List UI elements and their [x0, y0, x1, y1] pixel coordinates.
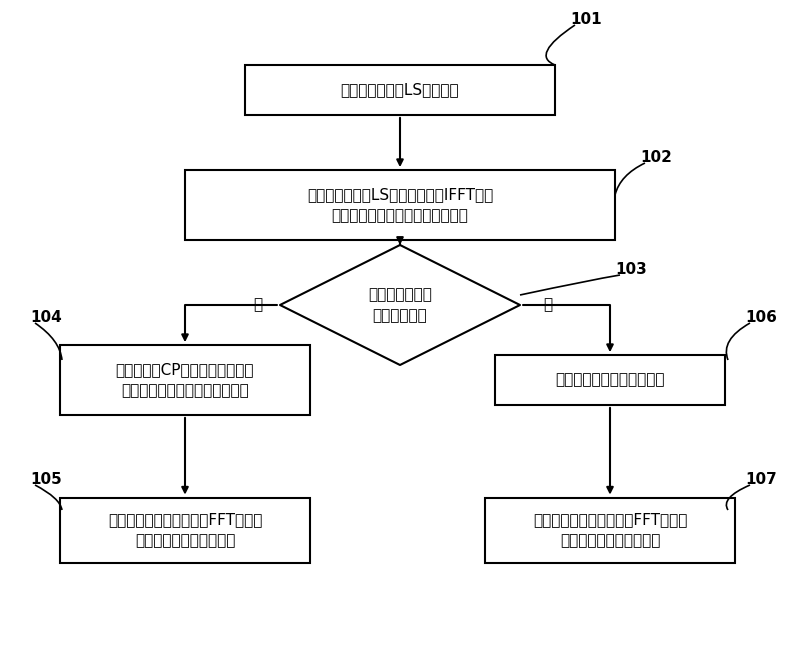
- Bar: [245, 65, 555, 115]
- Bar: [60, 497, 310, 563]
- Text: 把处理后的时域信号进行FFT变换，
得到变换域的信道估计值: 把处理后的时域信号进行FFT变换， 得到变换域的信道估计值: [533, 512, 687, 548]
- Bar: [185, 170, 615, 240]
- Text: 104: 104: [30, 310, 62, 325]
- Text: 107: 107: [745, 472, 777, 487]
- Text: 时域补零至子载波点数长度: 时域补零至子载波点数长度: [555, 372, 665, 388]
- Text: 105: 105: [30, 472, 62, 487]
- Polygon shape: [280, 245, 520, 365]
- Text: 时域上按照CP的长度进行截断迫
零，然后补零至子载波点数长度: 时域上按照CP的长度进行截断迫 零，然后补零至子载波点数长度: [116, 362, 254, 398]
- Bar: [485, 497, 735, 563]
- Text: 106: 106: [745, 310, 777, 325]
- Bar: [60, 345, 310, 415]
- Text: 把处理后的时域信号进行FFT变换，
得到变换域的信道估计值: 把处理后的时域信号进行FFT变换， 得到变换域的信道估计值: [108, 512, 262, 548]
- Text: 102: 102: [640, 150, 672, 165]
- Text: 103: 103: [615, 262, 646, 277]
- Text: 把得到的导频的LS估计的值进行IFFT变换
到时域，得到信道时域的冲击响应: 把得到的导频的LS估计的值进行IFFT变换 到时域，得到信道时域的冲击响应: [307, 187, 493, 223]
- Text: 否: 否: [543, 297, 553, 313]
- Text: 101: 101: [570, 12, 602, 27]
- Bar: [495, 355, 725, 405]
- Text: 导频数是否大于
循环前缀长度: 导频数是否大于 循环前缀长度: [368, 287, 432, 323]
- Text: 是: 是: [254, 297, 262, 313]
- Text: 所有的导频执行LS信道估计: 所有的导频执行LS信道估计: [341, 82, 459, 97]
